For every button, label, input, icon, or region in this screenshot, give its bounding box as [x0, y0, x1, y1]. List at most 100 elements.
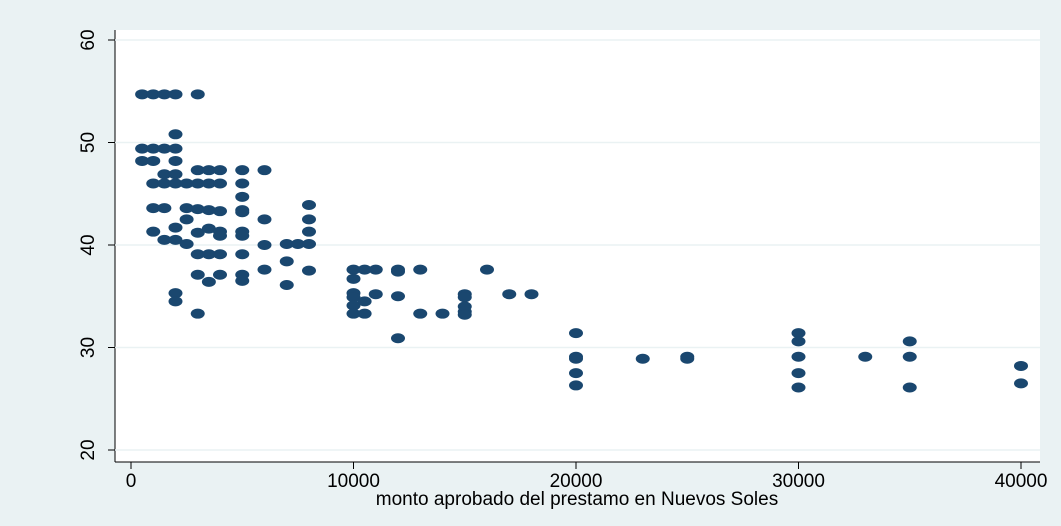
point [179, 203, 194, 214]
point [302, 200, 316, 211]
point [157, 178, 172, 189]
point [190, 165, 205, 176]
point [346, 264, 361, 275]
point [201, 178, 216, 189]
point [135, 143, 150, 154]
point [902, 382, 917, 393]
x-tick-label: 40000 [995, 471, 1048, 492]
point [302, 214, 316, 225]
point [569, 353, 583, 364]
plot-area [115, 30, 1040, 462]
point [146, 178, 161, 189]
point [157, 89, 172, 100]
point [235, 178, 250, 189]
point [391, 333, 405, 344]
point [257, 165, 272, 176]
point [190, 308, 205, 319]
point [902, 336, 917, 347]
point [368, 264, 383, 275]
y-tick-label: 30 [78, 337, 99, 358]
point [279, 279, 294, 290]
point [168, 296, 183, 307]
point [190, 269, 205, 280]
x-tick-label: 20000 [550, 471, 603, 492]
point [168, 89, 183, 100]
point [368, 289, 383, 300]
point [213, 230, 227, 241]
point [1014, 360, 1028, 371]
point [190, 204, 205, 215]
y-tick-label: 20 [78, 439, 99, 460]
point [791, 368, 806, 379]
point [235, 249, 250, 260]
point [357, 264, 372, 275]
point [235, 275, 250, 286]
point [413, 264, 428, 275]
x-tick-label: 30000 [772, 471, 825, 492]
point [235, 207, 250, 218]
point [680, 353, 695, 364]
point [213, 269, 227, 280]
point [279, 256, 294, 267]
point [157, 169, 172, 180]
point [279, 238, 294, 249]
point [190, 178, 205, 189]
point [569, 380, 583, 391]
point [168, 178, 183, 189]
point [146, 143, 161, 154]
point [235, 230, 250, 241]
point [190, 89, 205, 100]
point [569, 368, 583, 379]
point [858, 351, 873, 362]
point [201, 205, 216, 216]
point [135, 155, 150, 166]
point [357, 308, 372, 319]
point [179, 178, 194, 189]
y-tick-label: 50 [78, 132, 99, 153]
point [302, 238, 316, 249]
point [235, 191, 250, 202]
point [346, 300, 361, 311]
point [201, 223, 216, 234]
point [157, 203, 172, 214]
point [157, 143, 172, 154]
point [357, 296, 372, 307]
point [168, 155, 183, 166]
point [168, 288, 183, 299]
point [257, 264, 272, 275]
point [457, 292, 472, 303]
point [201, 165, 216, 176]
point [168, 143, 183, 154]
point [346, 308, 361, 319]
point [157, 234, 172, 245]
point [168, 169, 183, 180]
point [1014, 378, 1028, 389]
point [457, 309, 472, 320]
point [524, 289, 539, 300]
point [146, 89, 161, 100]
point [213, 178, 227, 189]
point [791, 336, 806, 347]
point [435, 308, 450, 319]
point [302, 226, 316, 237]
point [190, 227, 205, 238]
point [168, 234, 183, 245]
point [391, 291, 405, 302]
point [146, 155, 161, 166]
point [168, 129, 183, 140]
x-tick-label: 10000 [327, 471, 380, 492]
point [791, 351, 806, 362]
point [346, 292, 361, 303]
point [480, 264, 494, 275]
point [146, 226, 161, 237]
point [257, 214, 272, 225]
point [201, 249, 216, 260]
point [213, 249, 227, 260]
point [168, 222, 183, 233]
point [413, 308, 428, 319]
point [346, 273, 361, 284]
point [902, 351, 917, 362]
y-tick-label: 60 [78, 29, 99, 50]
point [213, 206, 227, 217]
